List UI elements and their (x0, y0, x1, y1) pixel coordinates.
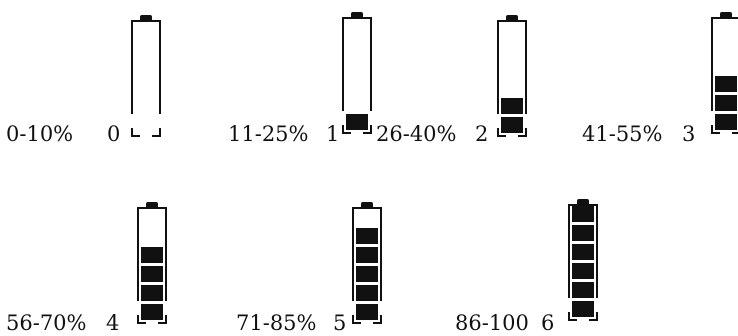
battery-icon (137, 202, 167, 325)
battery-body (497, 20, 527, 137)
charge-bar (356, 228, 378, 244)
range-label: 41-55% (582, 122, 663, 146)
battery-icon (711, 12, 738, 135)
level-number: 2 (475, 122, 489, 146)
battery-body (711, 17, 738, 134)
battery-icon (131, 15, 161, 138)
battery-body (131, 20, 161, 137)
charge-bar (356, 304, 378, 320)
battery-body (137, 207, 167, 324)
level-number: 0 (107, 122, 121, 146)
charge-bar (572, 244, 594, 260)
battery-shape (131, 15, 161, 137)
charge-bar (572, 282, 594, 298)
charge-bar (356, 266, 378, 282)
charge-bar (572, 225, 594, 241)
level-number: 1 (326, 122, 340, 146)
range-label: 56-70% (6, 311, 87, 335)
battery-shape (352, 202, 382, 324)
charge-bar (501, 117, 523, 133)
charge-bar (141, 285, 163, 301)
battery-shape (711, 12, 738, 134)
battery-icon (342, 12, 372, 135)
charge-bar (141, 247, 163, 263)
battery-body (352, 207, 382, 324)
range-label: 11-25% (228, 122, 309, 146)
battery-shape (497, 15, 527, 137)
range-label: 86-100 (455, 311, 529, 335)
charge-bar (572, 301, 594, 317)
charge-bar (715, 76, 737, 92)
charge-bar (572, 206, 594, 222)
level-number: 3 (682, 122, 696, 146)
level-number: 6 (541, 311, 555, 335)
battery-body (342, 17, 372, 134)
charge-bar (715, 114, 737, 130)
battery-shape (137, 202, 167, 324)
battery-shape (568, 199, 598, 321)
charge-bar (501, 98, 523, 114)
charge-bar (346, 114, 368, 130)
battery-icon (352, 202, 382, 325)
battery-icon (568, 199, 598, 322)
charge-bar (572, 263, 594, 279)
charge-bar (141, 304, 163, 320)
charge-bar (715, 95, 737, 111)
charge-bar (356, 247, 378, 263)
range-label: 26-40% (376, 122, 457, 146)
level-number: 5 (333, 311, 347, 335)
charge-bar (356, 285, 378, 301)
range-label: 71-85% (236, 311, 317, 335)
battery-shape (342, 12, 372, 134)
battery-body (568, 204, 598, 321)
level-number: 4 (106, 311, 120, 335)
charge-bar (141, 266, 163, 282)
battery-icon (497, 15, 527, 138)
range-label: 0-10% (6, 122, 74, 146)
